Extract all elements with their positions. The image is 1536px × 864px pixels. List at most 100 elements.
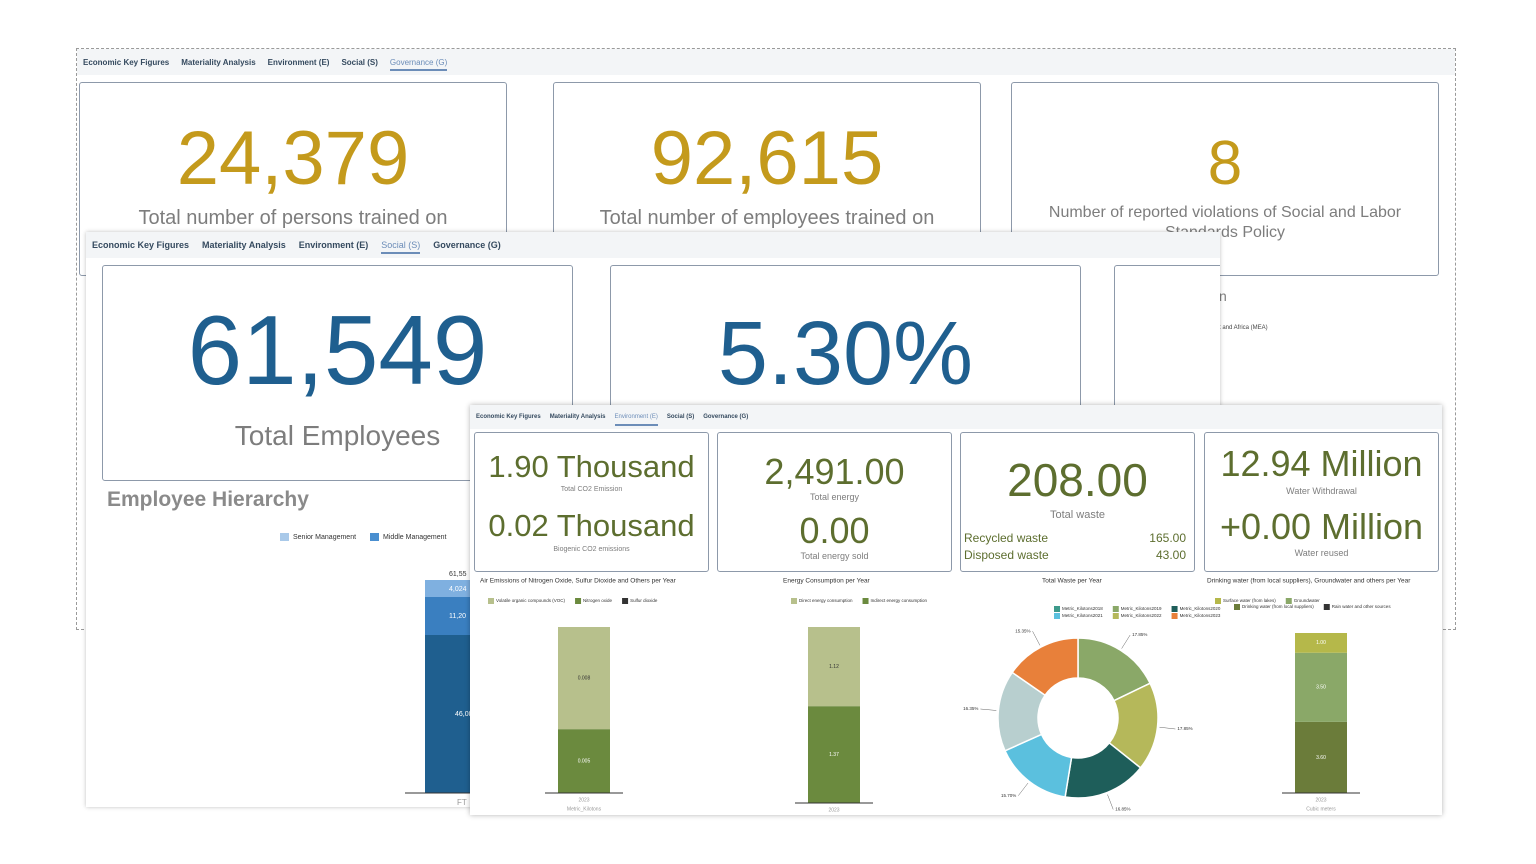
kpi-card: 1.90 Thousand Total CO2 Emission 0.02 Th…: [474, 432, 709, 572]
legend-swatch: [1215, 598, 1221, 604]
charts: Air Emissions of Nitrogen Oxide, Sulfur …: [480, 578, 1411, 814]
tab[interactable]: Social (S): [381, 240, 421, 254]
x-label: 2023: [828, 807, 839, 813]
bar-label: 61,55: [449, 571, 467, 578]
bar-segment: [1295, 652, 1347, 722]
legend-item: Middle Management: [370, 533, 446, 541]
tab[interactable]: Materiality Analysis: [549, 414, 606, 420]
legend-label: Rain water and other sources: [1332, 604, 1392, 609]
legend-label: Metric_Kilotons2019: [1121, 606, 1162, 611]
chart-title: Energy Consumption per Year: [783, 578, 871, 585]
bar-segment: [558, 729, 610, 793]
donut-label: 16.85%: [1115, 807, 1130, 812]
bar-label: 0.008: [578, 675, 591, 681]
row-label: Disposed waste: [964, 548, 1049, 562]
tab[interactable]: Social (S): [666, 414, 695, 420]
legend: Senior Management Middle Management: [280, 533, 446, 541]
legend-swatch: [575, 598, 582, 604]
tab[interactable]: Governance (G): [433, 240, 501, 250]
bar-label: 4,024: [449, 586, 467, 593]
tab[interactable]: Social (S): [341, 57, 378, 67]
legend-label: Indirect energy consumption: [871, 598, 928, 603]
leader-line: [980, 708, 997, 711]
kpi-label: Total energy sold: [800, 551, 869, 561]
bar-segment: [1295, 721, 1347, 793]
legend-label: Metric_Kilotons2023: [1180, 613, 1221, 618]
donut-label: 17.85%: [1177, 726, 1192, 731]
x-label: FT: [457, 798, 467, 807]
tab[interactable]: Economic Key Figures: [476, 414, 541, 420]
legend-swatch: [1171, 613, 1178, 619]
kpi-value: 24,379: [176, 116, 410, 201]
row-value: 165.00: [1149, 531, 1186, 545]
kpi-value: 61,549: [187, 295, 488, 405]
leader-line: [1121, 634, 1131, 649]
kpi-label: Total CO2 Emission: [560, 486, 623, 493]
tab[interactable]: Economic Key Figures: [83, 57, 170, 67]
legend-swatch: [1171, 606, 1178, 612]
legend-swatch: [862, 598, 869, 604]
legend-swatch: [1323, 604, 1330, 610]
kpi-value: 1.90 Thousand: [488, 449, 695, 484]
legend-swatch: [1234, 604, 1240, 610]
row-value: 43.00: [1155, 548, 1186, 562]
tab[interactable]: Environment (E): [614, 414, 659, 426]
bar-segment: [558, 627, 610, 730]
legend-label: Middle Management: [383, 533, 447, 541]
section-title: Employee Hierarchy: [107, 488, 309, 511]
fragment: n: [1219, 288, 1227, 304]
legend-label: Direct energy consumption: [799, 598, 853, 603]
legend-swatch: [1054, 613, 1060, 619]
kpi-value: 8: [1207, 129, 1243, 198]
kpi-value: +0.00 Million: [1219, 506, 1424, 547]
legend-label: Metric_Kilotons2022: [1121, 613, 1162, 618]
bar-label: 1.00: [1316, 640, 1326, 646]
kpi-value: 0.00: [799, 510, 870, 551]
chart-title: Air Emissions of Nitrogen Oxide, Sulfur …: [480, 578, 677, 585]
tab-bar: Economic Key Figures Materiality Analysis…: [470, 405, 1442, 429]
tab-bar: Economic Key Figures Materiality Analysis…: [77, 49, 1455, 75]
leader-line: [1032, 631, 1041, 646]
employee-chart: 61,55 4,024 11,20 46,08 FT: [405, 571, 476, 807]
tab[interactable]: Governance (G): [389, 57, 448, 71]
legend-swatch: [622, 598, 629, 604]
kpi-value: 92,615: [650, 116, 884, 201]
tab[interactable]: Materiality Analysis: [181, 57, 256, 67]
tab[interactable]: Environment (E): [298, 240, 369, 250]
legend-swatch: [791, 598, 797, 604]
x-label: 2023: [1315, 797, 1326, 803]
tab[interactable]: Economic Key Figures: [92, 240, 190, 250]
leader-line: [1018, 782, 1029, 796]
legend-swatch: [280, 533, 289, 541]
kpi-value: 0.02 Thousand: [488, 508, 695, 543]
legend-label: Nitrogen oxide: [583, 598, 613, 603]
tab[interactable]: Governance (G): [703, 414, 749, 420]
legend-swatch: [1112, 606, 1119, 612]
kpi-value: 12.94 Million: [1220, 443, 1423, 484]
kpi-card: 12.94 Million Water Withdrawal +0.00 Mil…: [1204, 432, 1439, 572]
bar-segment: [425, 635, 471, 793]
kpi-label: Total Employees: [234, 420, 441, 451]
legend-swatch: [1285, 598, 1292, 604]
legend-swatch: [488, 598, 494, 604]
kpi-value: 5.30%: [717, 304, 974, 404]
bar-label: 46,08: [455, 711, 473, 718]
leader-line: [1159, 726, 1176, 730]
legend-item: Senior Management: [280, 533, 356, 541]
legend-label: Metric_Kilotons2021: [1062, 613, 1103, 618]
front-window: Economic Key Figures Materiality Analysis…: [470, 405, 1442, 815]
x-label: Cubic meters: [1306, 806, 1336, 812]
tab-bar: Economic Key Figures Materiality Analysis…: [86, 232, 1220, 258]
donut-label: 17.85%: [1132, 632, 1147, 637]
legend-label: Drinking water (from local suppliers): [1242, 604, 1314, 609]
fragment: t and Africa (MEA): [1219, 325, 1268, 331]
legend-label: Senior Management: [293, 533, 357, 541]
legend-label: Groundwater: [1294, 598, 1321, 603]
kpi-label: Total waste: [1049, 509, 1106, 521]
x-label: Metric_Kilotons: [567, 806, 602, 812]
tab[interactable]: Materiality Analysis: [202, 240, 286, 250]
bar-label: 3.50: [1316, 685, 1326, 691]
bar-segment: [808, 706, 860, 803]
bar-label: 11,20: [449, 613, 466, 620]
tab[interactable]: Environment (E): [267, 57, 330, 67]
